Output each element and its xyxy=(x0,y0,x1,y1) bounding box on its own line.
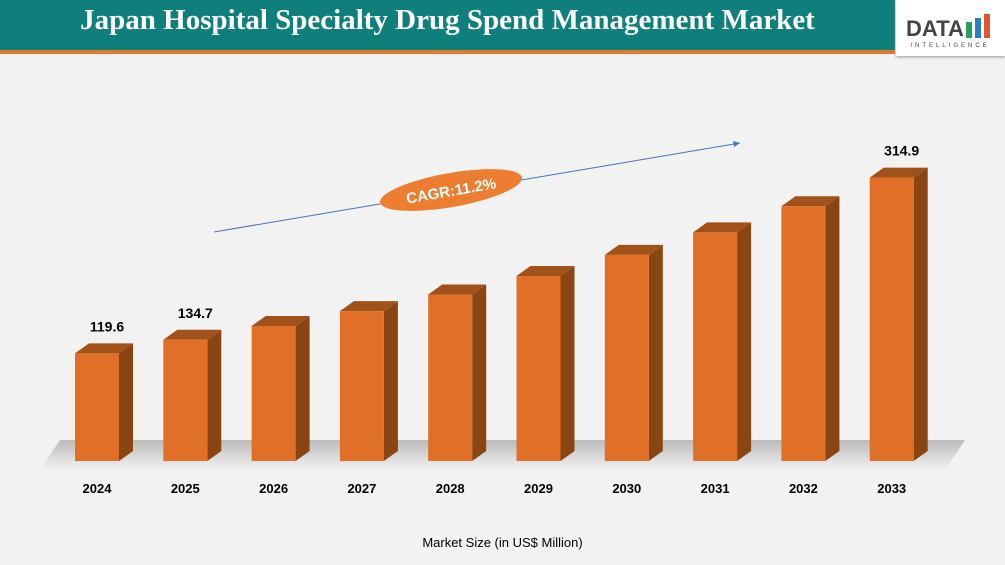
bar-top xyxy=(516,266,575,277)
page-title: Japan Hospital Specialty Drug Spend Mana… xyxy=(80,4,815,36)
bar xyxy=(428,294,473,461)
bar-side xyxy=(207,329,222,461)
bar xyxy=(869,177,914,461)
bar-side xyxy=(560,266,575,461)
bar-top xyxy=(781,196,840,207)
header-bar xyxy=(0,0,895,54)
x-tick-label: 2032 xyxy=(789,481,818,496)
bar-side xyxy=(648,244,663,461)
x-tick-label: 2029 xyxy=(524,481,553,496)
x-tick-label: 2031 xyxy=(701,481,730,496)
bar xyxy=(781,206,826,461)
x-tick-label: 2024 xyxy=(83,481,113,496)
bar xyxy=(604,254,649,461)
bar-side xyxy=(825,196,840,462)
bar xyxy=(516,276,561,461)
bar-side xyxy=(913,167,928,461)
bar-top xyxy=(428,284,487,295)
bar-top xyxy=(339,301,398,312)
logo-text: DATA xyxy=(906,16,964,41)
x-tick-label: 2025 xyxy=(171,481,200,496)
bar-side xyxy=(472,284,487,461)
x-axis-label: Market Size (in US$ Million) xyxy=(422,535,583,550)
bar xyxy=(251,326,296,461)
bar-side xyxy=(383,301,398,461)
bar-top xyxy=(869,167,928,178)
bar-top xyxy=(604,244,663,255)
bar-side xyxy=(737,222,752,461)
cagr-badge xyxy=(380,169,522,211)
bar-side xyxy=(119,343,133,461)
logo: DATA INTELLIGENCE xyxy=(896,0,1005,56)
logo-subtext: INTELLIGENCE xyxy=(910,43,989,49)
bar xyxy=(163,339,208,461)
data-label: 119.6 xyxy=(90,318,124,334)
x-tick-label: 2030 xyxy=(612,481,641,496)
x-tick-label: 2026 xyxy=(259,481,288,496)
bar xyxy=(339,311,384,461)
data-label: 134.7 xyxy=(178,305,213,321)
bar-top xyxy=(251,316,310,326)
bar-side xyxy=(295,316,310,461)
bar xyxy=(75,353,119,461)
data-label: 314.9 xyxy=(884,143,919,159)
bar-top xyxy=(75,343,133,354)
bar-top xyxy=(693,222,752,233)
x-tick-label: 2028 xyxy=(436,481,465,496)
bar xyxy=(693,232,738,461)
bar-top xyxy=(163,329,222,340)
x-tick-label: 2027 xyxy=(347,481,376,496)
x-tick-label: 2033 xyxy=(877,481,906,496)
